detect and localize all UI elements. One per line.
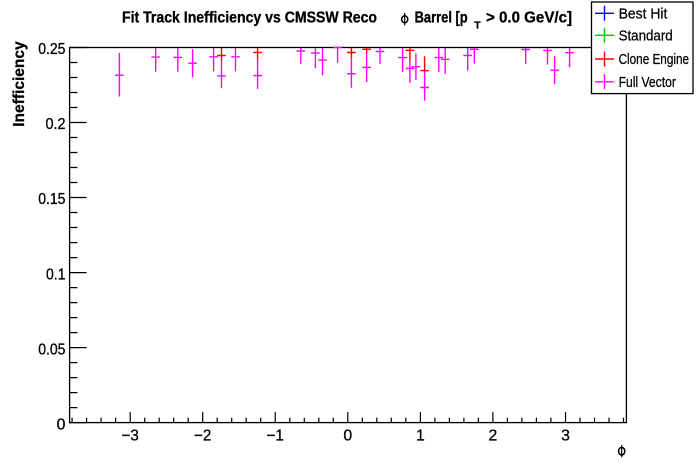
- svg-text:> 0.0 GeV/c]: > 0.0 GeV/c]: [486, 10, 572, 27]
- svg-text:Best Hit: Best Hit: [619, 7, 668, 23]
- svg-text:0.05: 0.05: [38, 341, 65, 358]
- svg-text:0.1: 0.1: [46, 266, 66, 283]
- svg-text:−2: −2: [194, 428, 211, 445]
- svg-text:Full Vector: Full Vector: [619, 75, 676, 91]
- svg-text:Inefficiency: Inefficiency: [11, 41, 28, 127]
- svg-text:Barrel [p: Barrel [p: [415, 10, 468, 27]
- svg-text:0: 0: [343, 428, 352, 445]
- svg-text:0.25: 0.25: [38, 41, 65, 58]
- svg-text:3: 3: [561, 428, 570, 445]
- svg-text:Standard: Standard: [619, 29, 673, 45]
- svg-text:T: T: [474, 20, 481, 32]
- svg-text:−3: −3: [122, 428, 140, 445]
- svg-text:Fit Track Inefficiency vs CMSS: Fit Track Inefficiency vs CMSSW Reco: [122, 10, 377, 27]
- svg-text:2: 2: [489, 428, 498, 445]
- svg-text:−1: −1: [267, 428, 285, 445]
- svg-text:0.2: 0.2: [46, 116, 66, 133]
- svg-text:0.15: 0.15: [38, 191, 65, 208]
- svg-text:0: 0: [57, 416, 66, 433]
- svg-text:Clone Engine: Clone Engine: [619, 52, 689, 68]
- svg-text:1: 1: [416, 428, 425, 445]
